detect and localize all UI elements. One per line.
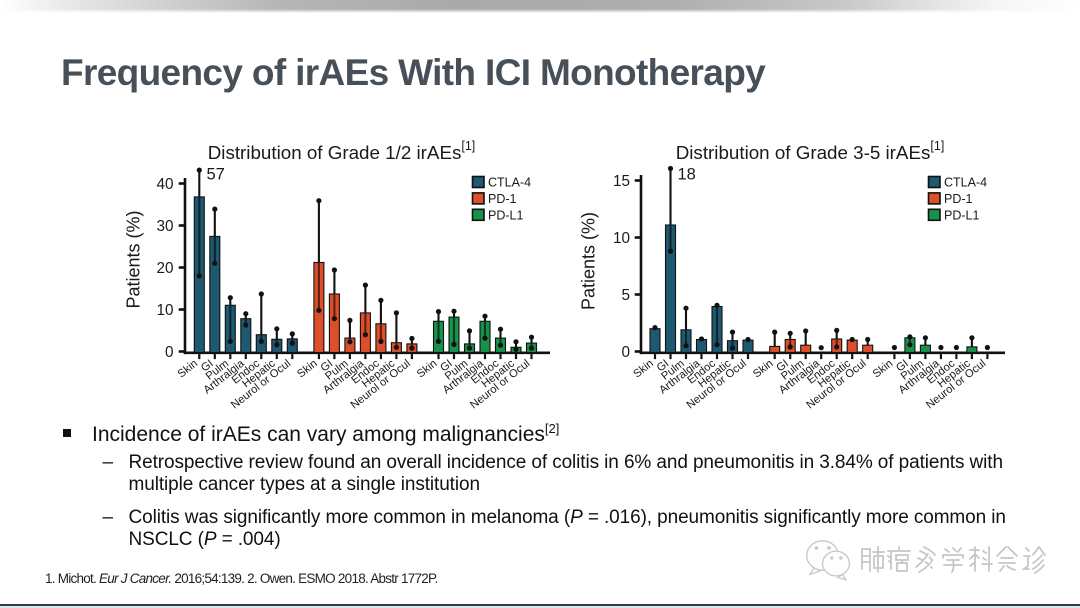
svg-text:Patients (%): Patients (%): [124, 210, 144, 308]
svg-text:10: 10: [613, 230, 630, 247]
svg-text:Patients (%): Patients (%): [579, 212, 599, 310]
svg-text:Skin: Skin: [871, 358, 896, 381]
svg-text:CTLA-4: CTLA-4: [488, 176, 531, 190]
svg-text:Distribution of Grade 1/2 irAE: Distribution of Grade 1/2 irAEs[1]: [208, 139, 476, 163]
svg-text:Skin: Skin: [631, 358, 656, 381]
svg-text:Skin: Skin: [751, 358, 776, 381]
svg-text:0: 0: [165, 344, 174, 361]
svg-text:10: 10: [156, 302, 173, 319]
svg-text:5: 5: [621, 287, 630, 304]
svg-text:Distribution of Grade 3-5 irAE: Distribution of Grade 3-5 irAEs[1]: [676, 139, 945, 163]
svg-text:GI: GI: [655, 358, 672, 375]
svg-text:18: 18: [678, 166, 696, 184]
svg-text:PD-1: PD-1: [944, 192, 973, 206]
svg-text:GI: GI: [894, 358, 911, 375]
svg-text:PD-L1: PD-L1: [944, 208, 979, 222]
svg-text:Skin: Skin: [176, 358, 201, 381]
svg-text:Skin: Skin: [415, 358, 440, 381]
svg-text:0: 0: [621, 344, 630, 361]
svg-text:PD-1: PD-1: [488, 192, 517, 206]
svg-text:CTLA-4: CTLA-4: [944, 176, 987, 190]
svg-text:GI: GI: [438, 358, 455, 375]
svg-text:GI: GI: [319, 358, 336, 375]
svg-text:Skin: Skin: [295, 358, 320, 381]
svg-text:PD-L1: PD-L1: [488, 208, 523, 222]
svg-text:57: 57: [207, 166, 225, 184]
svg-text:40: 40: [156, 176, 173, 193]
svg-text:GI: GI: [774, 358, 791, 375]
svg-text:20: 20: [156, 260, 173, 277]
svg-text:30: 30: [156, 218, 173, 235]
svg-text:GI: GI: [199, 358, 216, 375]
svg-text:15: 15: [613, 173, 630, 190]
